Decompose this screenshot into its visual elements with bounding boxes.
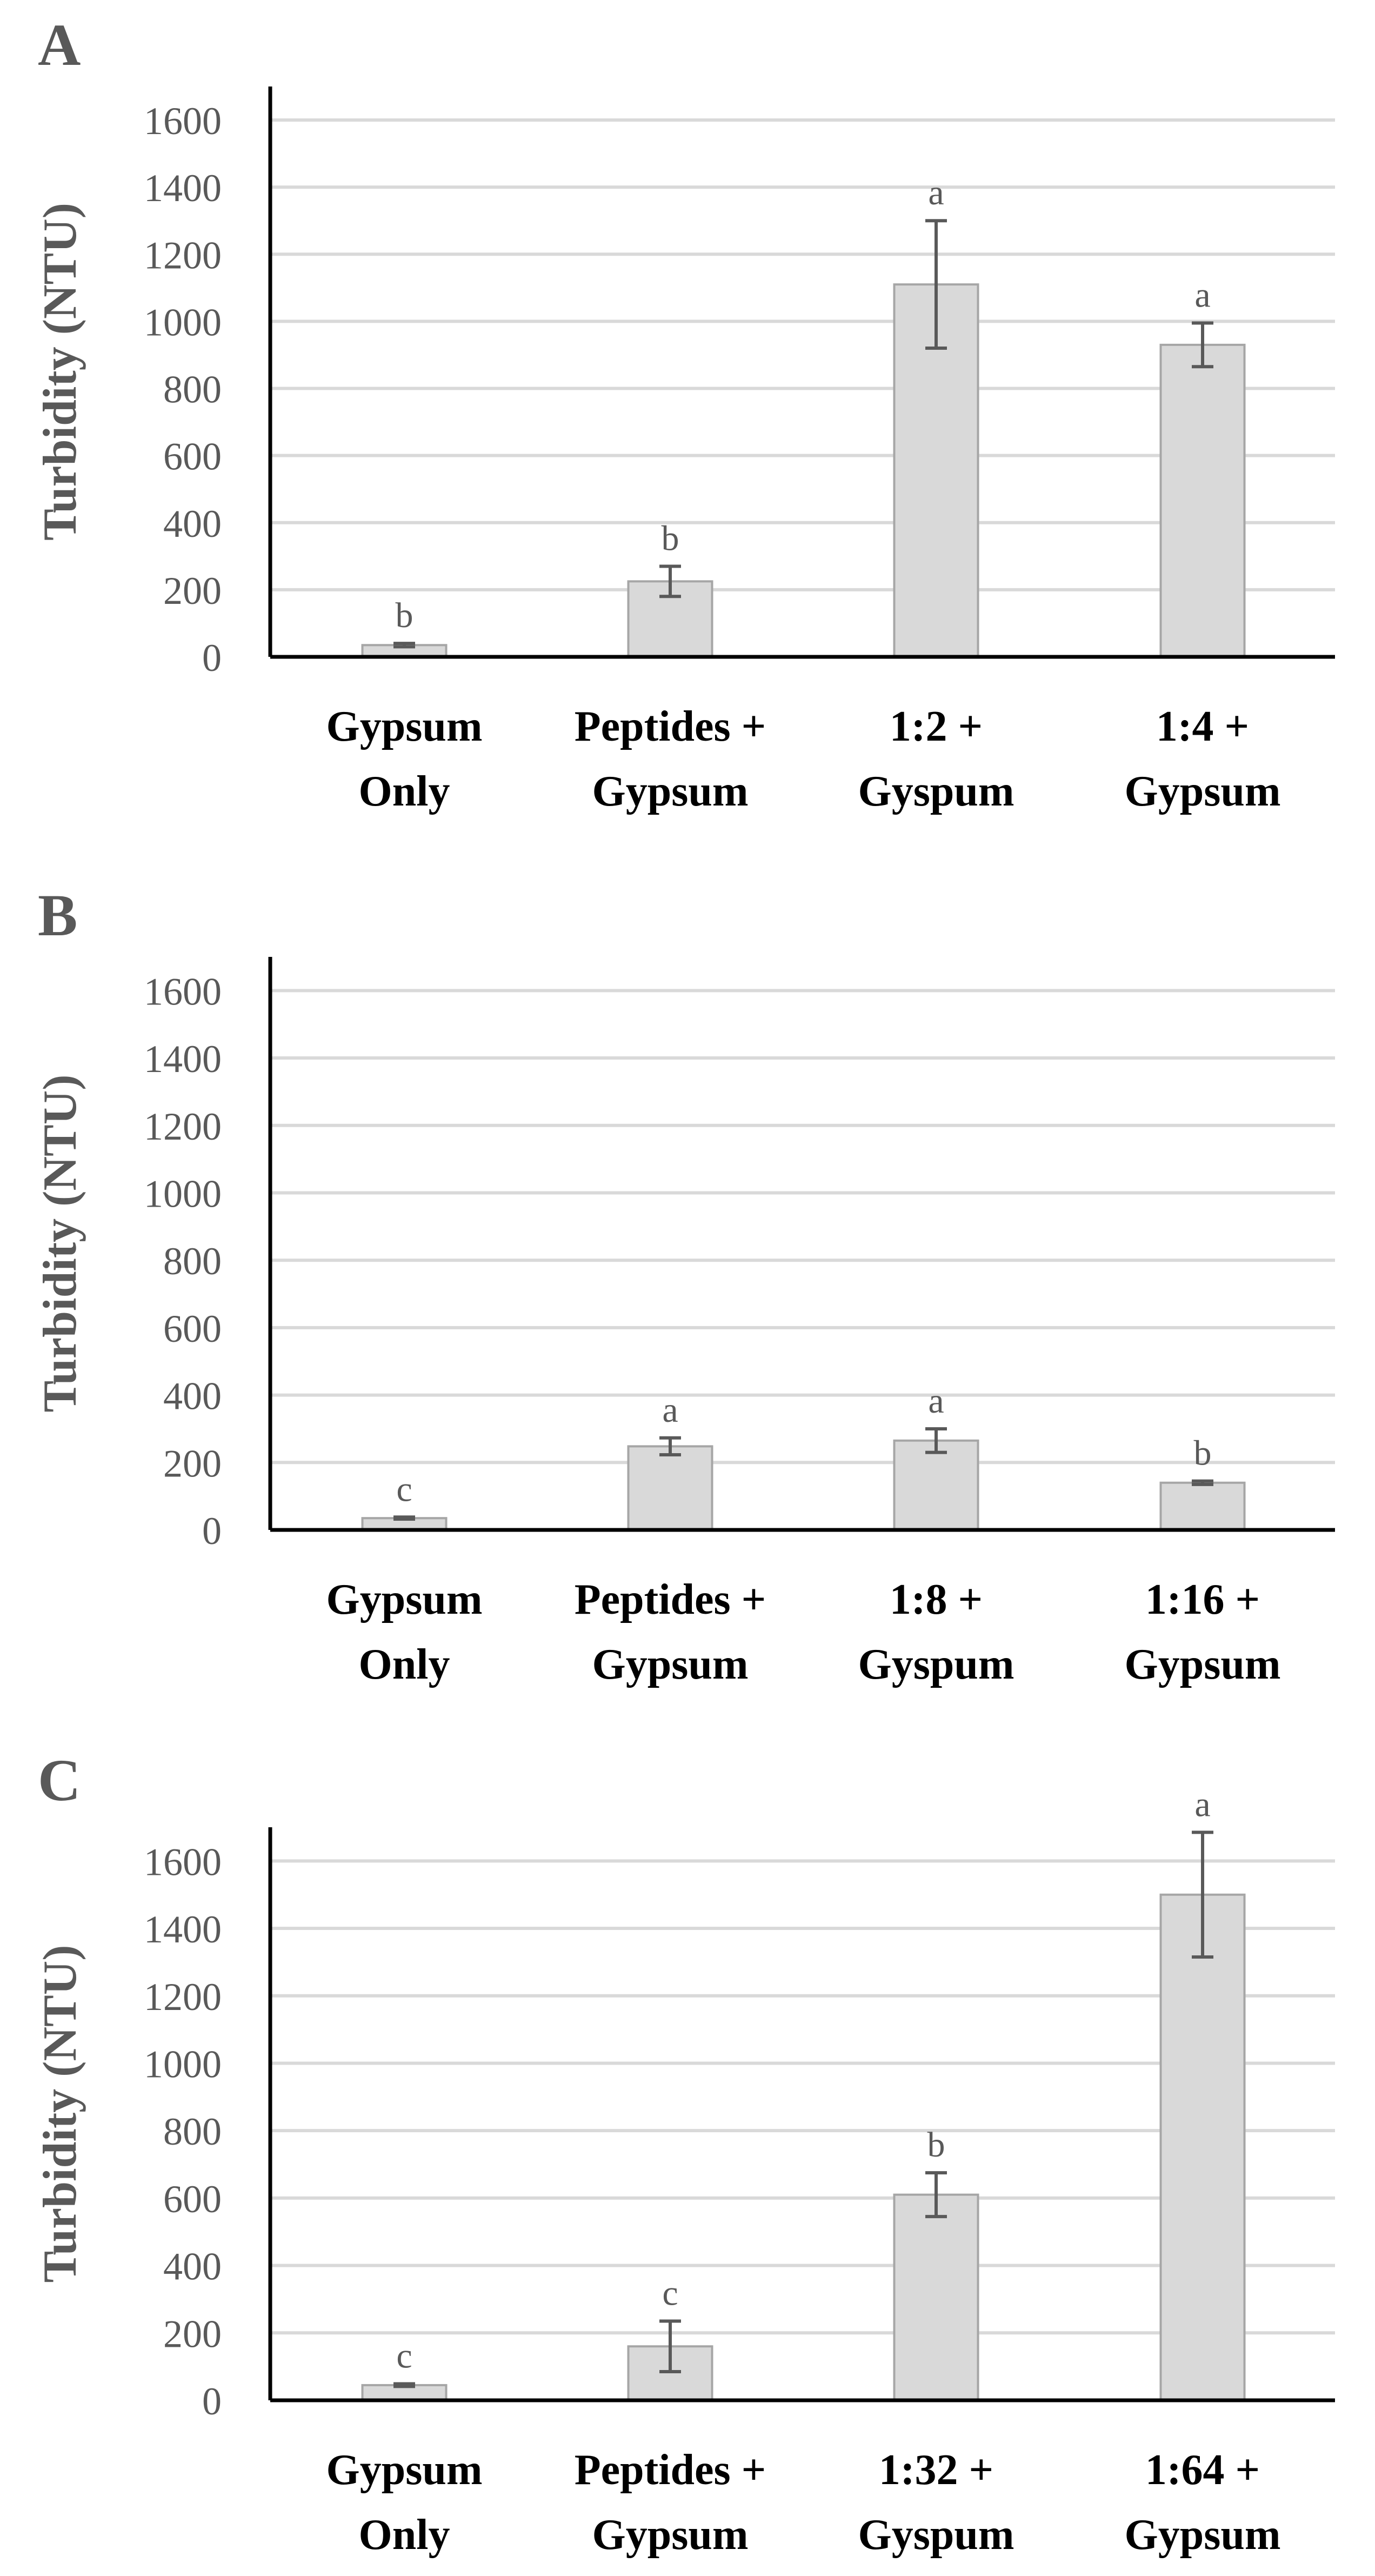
category-label: Gyspum <box>858 2511 1014 2559</box>
y-tick-label: 1600 <box>144 99 222 143</box>
y-tick-label: 200 <box>163 2312 222 2355</box>
category-label: 1:2 + <box>890 703 983 750</box>
y-tick-label: 1200 <box>144 234 222 277</box>
y-tick-label: 800 <box>163 2110 222 2153</box>
y-tick-label: 800 <box>163 368 222 411</box>
category-label: 1:8 + <box>890 1576 983 1623</box>
panel-label: A <box>38 12 81 78</box>
bar <box>893 2193 979 2401</box>
category-label: Gypsum <box>326 1576 483 1623</box>
category-label: Peptides + <box>575 2446 766 2494</box>
y-tick-label: 800 <box>163 1240 222 1283</box>
y-tick-label: 0 <box>202 636 222 680</box>
significance-letter: b <box>1194 1434 1212 1473</box>
y-tick-label: 200 <box>163 1442 222 1485</box>
bar <box>627 1445 713 1532</box>
y-tick-label: 0 <box>202 1509 222 1553</box>
bar <box>1159 343 1246 658</box>
significance-letter: a <box>1194 1785 1210 1824</box>
y-tick-label: 400 <box>163 2245 222 2288</box>
y-tick-label: 600 <box>163 2178 222 2221</box>
y-tick-label: 0 <box>202 2380 222 2423</box>
significance-letter: c <box>662 2273 678 2313</box>
chart-panel-a: A 0 200 400 600 800 1000 1200 1400 1600 Turbidity … <box>34 12 1335 815</box>
y-tick-label: 1600 <box>144 970 222 1013</box>
category-label: Peptides + <box>575 1576 766 1623</box>
category-label: Gypsum <box>326 703 483 750</box>
significance-letter: a <box>928 1381 944 1421</box>
significance-letter: a <box>928 173 944 212</box>
significance-letter: a <box>662 1390 678 1430</box>
category-label: 1:64 + <box>1145 2446 1260 2494</box>
y-axis-label: Turbidity (NTU) <box>34 203 86 541</box>
category-label: Gypsum <box>592 2511 749 2559</box>
y-axis-label: Turbidity (NTU) <box>34 1074 86 1412</box>
significance-letter: c <box>396 1469 412 1509</box>
significance-letter: b <box>396 596 413 635</box>
category-label: Peptides + <box>575 703 766 750</box>
bar <box>1159 1893 1246 2401</box>
y-tick-label: 600 <box>163 1307 222 1350</box>
y-tick-label: 1600 <box>144 1840 222 1883</box>
y-tick-label: 400 <box>163 502 222 545</box>
y-tick-label: 1400 <box>144 1037 222 1081</box>
category-label: Gypsum <box>592 768 749 815</box>
y-tick-label: 1400 <box>144 1908 222 1951</box>
category-label: Gyspum <box>858 768 1014 815</box>
y-tick-label: 1000 <box>144 1172 222 1215</box>
bar <box>893 1439 979 1531</box>
y-tick-label: 1000 <box>144 301 222 344</box>
significance-letter: b <box>927 2125 945 2165</box>
category-label: Only <box>359 768 450 815</box>
panel-label: B <box>38 882 77 948</box>
y-tick-label: 1200 <box>144 1975 222 2019</box>
y-tick-label: 200 <box>163 569 222 613</box>
category-label: 1:16 + <box>1145 1576 1260 1623</box>
category-label: Gypsum <box>1125 2511 1281 2559</box>
category-label: Gypsum <box>326 2446 483 2494</box>
category-label: Gypsum <box>1125 768 1281 815</box>
bar <box>1159 1481 1246 1531</box>
category-label: 1:4 + <box>1156 703 1249 750</box>
y-tick-label: 1400 <box>144 167 222 210</box>
chart-panel-c: C 0 200 400 600 800 1000 1200 1400 1600 Turbidity … <box>34 1747 1335 2559</box>
category-label: 1:32 + <box>879 2446 993 2494</box>
category-label: Gypsum <box>1125 1641 1281 1688</box>
y-axis-label: Turbidity (NTU) <box>34 1945 86 2282</box>
chart-panel-b: B 0 200 400 600 800 1000 1200 1400 1600 Turbidity … <box>34 882 1335 1688</box>
significance-letter: a <box>1194 276 1210 315</box>
category-label: Gyspum <box>858 1641 1014 1688</box>
category-label: Gypsum <box>592 1641 749 1688</box>
panel-label: C <box>38 1747 81 1813</box>
category-label: Only <box>359 1641 450 1688</box>
y-tick-label: 400 <box>163 1375 222 1418</box>
y-tick-label: 1000 <box>144 2042 222 2086</box>
y-tick-label: 1200 <box>144 1105 222 1148</box>
y-tick-label: 600 <box>163 435 222 478</box>
category-label: Only <box>359 2511 450 2559</box>
significance-letter: b <box>662 518 679 558</box>
significance-letter: c <box>396 2336 412 2375</box>
